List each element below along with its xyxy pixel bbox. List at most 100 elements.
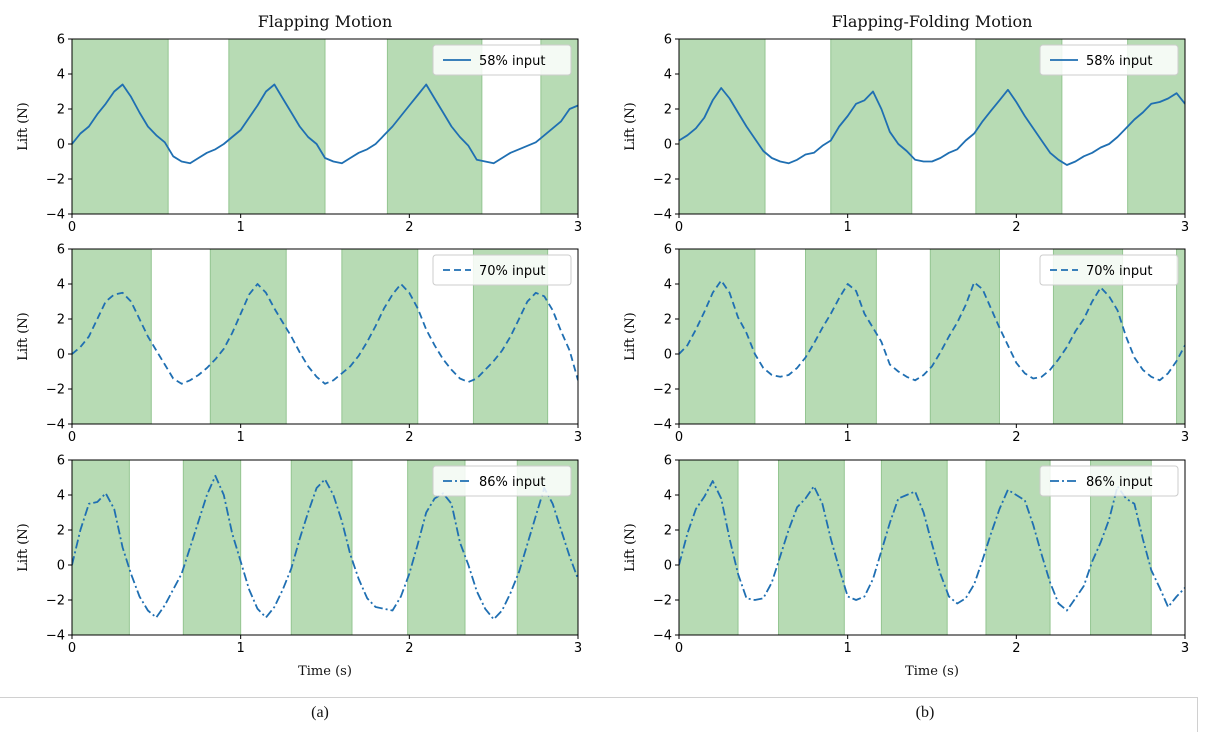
subplot-a1: 0 1 2 3 −4 −2 0 2 4 6 Lift (N) 58% input xyxy=(16,33,582,236)
legend-box xyxy=(432,254,572,286)
legend-label: 70% input xyxy=(479,264,545,279)
caption-a: (a) xyxy=(311,704,329,721)
y-tick-label: 4 xyxy=(664,68,672,83)
y-tick-label: 2 xyxy=(57,313,65,328)
axes-frame xyxy=(71,248,579,425)
y-tick-label: 6 xyxy=(57,33,65,48)
column-a-title: Flapping Motion xyxy=(257,12,393,31)
y-tick-label: 6 xyxy=(664,243,672,258)
y-tick-label: 2 xyxy=(664,524,672,539)
subplot-a2: 0 1 2 3 −4 −2 0 2 4 6 Lift (N) 70% input xyxy=(16,243,582,446)
legend: 86% input xyxy=(432,465,572,497)
axes-frame xyxy=(678,248,1186,425)
shaded-band xyxy=(805,248,877,425)
legend-label: 70% input xyxy=(1086,264,1152,279)
series-line-b2 xyxy=(679,279,1185,382)
x-tick-label: 3 xyxy=(1181,430,1189,445)
legend-box xyxy=(432,465,572,497)
y-tick-label: 6 xyxy=(57,454,65,469)
y-tick-label: 4 xyxy=(57,68,65,83)
x-tick-label: 1 xyxy=(844,641,852,656)
shaded-band xyxy=(880,459,948,636)
y-tick-label: 0 xyxy=(664,138,672,153)
legend: 58% input xyxy=(432,44,572,76)
column-b-title: Flapping-Folding Motion xyxy=(831,12,1033,31)
shaded-band xyxy=(678,248,756,425)
subplot-b2: 0 1 2 3 −4 −2 0 2 4 6 Lift (N) 70% input xyxy=(623,243,1189,446)
legend: 70% input xyxy=(432,254,572,286)
shaded-band xyxy=(71,38,169,215)
x-axis-label-a: Time (s) xyxy=(298,664,352,679)
y-tick-label: 0 xyxy=(664,559,672,574)
shaded-band xyxy=(182,459,242,636)
legend: 58% input xyxy=(1039,44,1179,76)
x-tick-label: 2 xyxy=(405,430,413,445)
y-tick-label: −4 xyxy=(46,418,65,433)
subplot-a3: 0 1 2 3 −4 −2 0 2 4 6 Lift (N) 86% input xyxy=(16,454,582,657)
y-axis-label: Lift (N) xyxy=(16,102,31,150)
x-tick-label: 2 xyxy=(405,641,413,656)
shaded-band xyxy=(71,459,130,636)
legend-label: 86% input xyxy=(479,475,545,490)
legend-box xyxy=(1039,44,1179,76)
x-tick-label: 2 xyxy=(1012,430,1020,445)
shaded-band xyxy=(678,38,766,215)
y-tick-label: 4 xyxy=(664,489,672,504)
y-tick-label: −2 xyxy=(653,173,672,188)
x-tick-label: 3 xyxy=(1181,220,1189,235)
shaded-band xyxy=(929,248,1000,425)
shaded-band xyxy=(985,459,1051,636)
x-tick-label: 2 xyxy=(1012,220,1020,235)
y-axis-label: Lift (N) xyxy=(623,312,638,360)
y-tick-label: 2 xyxy=(57,524,65,539)
caption-b: (b) xyxy=(915,704,935,721)
y-tick-label: 6 xyxy=(664,454,672,469)
axes-frame xyxy=(678,459,1186,636)
legend-label: 58% input xyxy=(479,54,545,69)
y-tick-label: 2 xyxy=(664,313,672,328)
caption-right-border xyxy=(1197,697,1198,732)
y-axis-label: Lift (N) xyxy=(623,102,638,150)
x-tick-label: 3 xyxy=(574,641,582,656)
y-tick-label: −2 xyxy=(46,173,65,188)
x-tick-label: 3 xyxy=(1181,641,1189,656)
axes-frame xyxy=(71,459,579,636)
y-tick-label: −4 xyxy=(46,629,65,644)
legend: 86% input xyxy=(1039,465,1179,497)
caption-divider xyxy=(0,697,1198,698)
y-tick-label: 4 xyxy=(57,489,65,504)
y-tick-label: −2 xyxy=(46,383,65,398)
y-tick-label: 4 xyxy=(664,278,672,293)
shaded-band xyxy=(830,38,913,215)
legend-box xyxy=(432,44,572,76)
shaded-band xyxy=(778,459,845,636)
y-tick-label: 2 xyxy=(57,103,65,118)
y-tick-label: −2 xyxy=(653,594,672,609)
legend-label: 58% input xyxy=(1086,54,1152,69)
x-tick-label: 0 xyxy=(675,641,683,656)
subplot-b1: 0 1 2 3 −4 −2 0 2 4 6 Lift (N) 58% input xyxy=(623,33,1189,236)
x-tick-label: 0 xyxy=(68,641,76,656)
y-tick-label: −2 xyxy=(46,594,65,609)
legend-box xyxy=(1039,465,1179,497)
x-tick-label: 0 xyxy=(675,430,683,445)
y-tick-label: 4 xyxy=(57,278,65,293)
x-tick-label: 1 xyxy=(237,430,245,445)
x-axis-label-b: Time (s) xyxy=(905,664,959,679)
x-tick-label: 0 xyxy=(675,220,683,235)
series-line-b3 xyxy=(679,480,1185,612)
y-tick-label: 0 xyxy=(664,348,672,363)
y-tick-label: −4 xyxy=(46,208,65,223)
y-axis-label: Lift (N) xyxy=(623,523,638,571)
y-axis-label: Lift (N) xyxy=(16,523,31,571)
legend: 70% input xyxy=(1039,254,1179,286)
x-tick-label: 2 xyxy=(1012,641,1020,656)
y-tick-label: 0 xyxy=(57,559,65,574)
plots-canvas: 0 1 2 3 −4 −2 0 2 4 6 Lift (N) 58% input 0 1 2 3 −4 −2 0 2 4… xyxy=(16,33,1189,657)
y-tick-label: 0 xyxy=(57,348,65,363)
x-tick-label: 2 xyxy=(405,220,413,235)
x-tick-label: 1 xyxy=(237,220,245,235)
x-tick-label: 1 xyxy=(844,430,852,445)
series-line-b1 xyxy=(679,87,1185,166)
x-tick-label: 1 xyxy=(237,641,245,656)
